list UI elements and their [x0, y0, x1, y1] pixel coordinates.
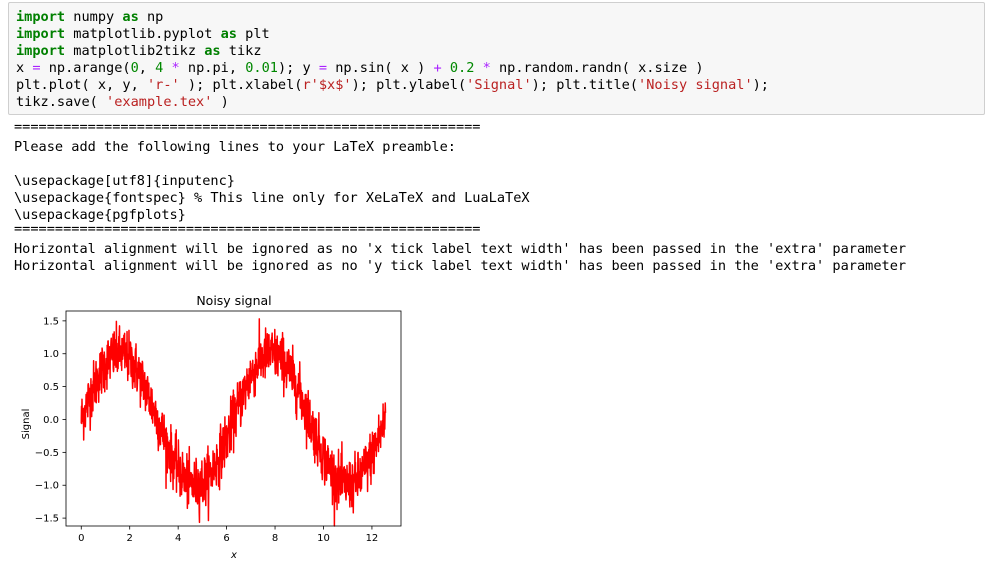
keyword: as: [220, 26, 237, 42]
operator: =: [318, 60, 328, 76]
code-text: tikz: [220, 43, 262, 59]
y-tick-label: −0.5: [35, 448, 59, 459]
warning-line: Horizontal alignment will be ignored as …: [14, 258, 907, 274]
code-text: plt: [236, 26, 270, 42]
operator: +: [433, 60, 442, 76]
code-text: ); y: [277, 60, 319, 76]
y-tick-label: 0.5: [43, 382, 59, 393]
code-text: ): [212, 94, 229, 110]
code-text: matplotlib2tikz: [65, 43, 205, 59]
code-text: np: [138, 9, 164, 25]
y-ticks: −1.5 −1.0 −0.5 0.0 0.5 1.0 1.5: [35, 316, 66, 525]
code-line: tikz.save( 'example.tex' ): [16, 94, 984, 111]
number: 4: [155, 60, 164, 76]
signal-series-line: [80, 318, 387, 527]
code-text: matplotlib.pyplot: [65, 26, 221, 42]
chart-title: Noisy signal: [196, 293, 271, 308]
separator-text: ========================================…: [14, 224, 481, 237]
x-tick-label: 2: [127, 533, 133, 544]
x-tick-label: 4: [175, 533, 181, 544]
keyword: import: [16, 43, 66, 59]
x-ticks: 0 2 4 6 8 10 12: [78, 526, 378, 544]
blank-line: [14, 156, 974, 173]
code-text: ); plt.ylabel(: [351, 77, 467, 93]
code-line: import matplotlib.pyplot as plt: [16, 26, 984, 43]
number: 0.2: [449, 60, 475, 76]
x-tick-label: 12: [366, 533, 379, 544]
operator: *: [171, 60, 180, 76]
code-text: np.sin( x ): [327, 60, 434, 76]
code-line: plt.plot( x, y, 'r-' ); plt.xlabel(r'$x$…: [16, 77, 984, 94]
separator-line: ========================================…: [14, 224, 974, 241]
separator-text: ========================================…: [14, 122, 481, 135]
x-tick-label: 8: [272, 533, 278, 544]
preamble-message: Please add the following lines to your L…: [14, 139, 456, 155]
code-line: import matplotlib2tikz as tikz: [16, 43, 984, 60]
number: 0.01: [245, 60, 278, 76]
y-tick-label: 1.5: [43, 316, 59, 327]
code-line: x = np.arange(0, 4 * np.pi, 0.01); y = n…: [16, 60, 984, 77]
y-tick-label: −1.5: [35, 514, 59, 525]
x-tick-label: 0: [78, 533, 84, 544]
code-text: numpy: [65, 9, 123, 25]
keyword: import: [16, 26, 66, 42]
code-line: import numpy as np: [16, 9, 984, 26]
code-text: [442, 60, 450, 76]
code-text: [474, 60, 482, 76]
code-text: np.arange(: [40, 60, 131, 76]
output-area: ========================================…: [14, 122, 974, 275]
plot-frame: [65, 310, 402, 527]
keyword: as: [204, 43, 221, 59]
package-line: \usepackage{fontspec} % This line only f…: [14, 190, 530, 206]
noisy-signal-chart: Noisy signal Signal x 0 2 4 6 8 10 12 −1.5 −1.0…: [21, 293, 402, 561]
code-text: np.random.randn( x.size ): [490, 60, 704, 76]
code-text: ); plt.title(: [531, 77, 639, 93]
code-text: );: [752, 77, 769, 93]
code-text: ,: [138, 60, 156, 76]
y-tick-label: 0.0: [43, 415, 59, 426]
code-text: np.pi,: [179, 60, 246, 76]
y-tick-label: 1.0: [43, 349, 59, 360]
string: 'Noisy signal': [638, 77, 753, 93]
code-text: plt.plot( x, y,: [16, 77, 147, 93]
y-tick-label: −1.0: [35, 481, 59, 492]
number: 0: [130, 60, 139, 76]
x-tick-label: 6: [223, 533, 229, 544]
separator-line: ========================================…: [14, 122, 974, 139]
warning-line: Horizontal alignment will be ignored as …: [14, 241, 907, 257]
string: 'example.tex': [106, 94, 213, 110]
x-tick-label: 10: [317, 533, 330, 544]
code-text: x: [16, 60, 33, 76]
package-line: \usepackage{pgfplots}: [14, 207, 186, 223]
package-line: \usepackage[utf8]{inputenc}: [14, 173, 235, 189]
keyword: as: [122, 9, 139, 25]
operator: =: [32, 60, 41, 76]
keyword: import: [16, 9, 66, 25]
code-text: ); plt.xlabel(: [179, 77, 303, 93]
string: r'$x$': [302, 77, 352, 93]
string: 'Signal': [466, 77, 532, 93]
code-text: tikz.save(: [16, 94, 107, 110]
y-axis-label: Signal: [21, 409, 32, 440]
string: 'r-': [146, 77, 180, 93]
operator: *: [482, 60, 491, 76]
code-cell[interactable]: import numpy as np import matplotlib.pyp…: [8, 2, 985, 115]
x-axis-label: x: [230, 550, 237, 561]
code-text: [163, 60, 171, 76]
